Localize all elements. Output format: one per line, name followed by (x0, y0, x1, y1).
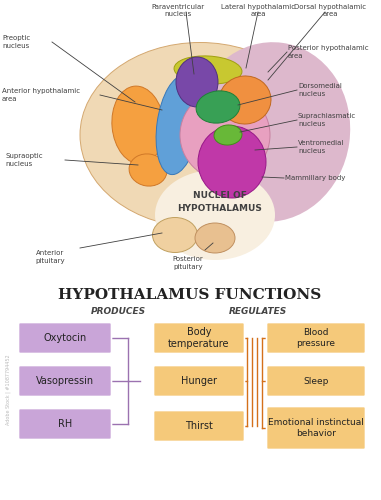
Text: Posterior hypothalamic
area: Posterior hypothalamic area (288, 46, 369, 59)
Ellipse shape (155, 170, 275, 260)
Text: Emotional instinctual
behavior: Emotional instinctual behavior (268, 418, 364, 438)
Ellipse shape (219, 76, 271, 124)
FancyBboxPatch shape (19, 408, 112, 440)
Text: HYPOTHALAMUS FUNCTIONS: HYPOTHALAMUS FUNCTIONS (58, 288, 322, 302)
Ellipse shape (198, 126, 266, 198)
Text: NUCLEI OF
HYPOTHALAMUS: NUCLEI OF HYPOTHALAMUS (178, 191, 263, 213)
FancyBboxPatch shape (19, 366, 112, 396)
Ellipse shape (174, 56, 242, 84)
Text: Body
temperature: Body temperature (168, 327, 230, 349)
Ellipse shape (112, 86, 164, 164)
Ellipse shape (214, 125, 242, 145)
FancyBboxPatch shape (266, 366, 365, 396)
Text: REGULATES: REGULATES (229, 308, 287, 316)
Ellipse shape (195, 223, 235, 253)
Text: Posterior
pituitary: Posterior pituitary (173, 256, 203, 270)
Text: Lateral hypothalamic
area: Lateral hypothalamic area (221, 4, 295, 18)
Text: Paraventricular
nucleus: Paraventricular nucleus (151, 4, 205, 18)
FancyBboxPatch shape (154, 366, 245, 396)
Ellipse shape (80, 42, 320, 228)
Text: Hunger: Hunger (181, 376, 217, 386)
Text: Blood
pressure: Blood pressure (296, 328, 336, 348)
Ellipse shape (180, 90, 270, 180)
Text: Oxytocin: Oxytocin (43, 333, 86, 343)
Text: Anterior
pituitary: Anterior pituitary (35, 250, 65, 264)
Ellipse shape (176, 57, 218, 107)
Ellipse shape (190, 42, 350, 222)
FancyBboxPatch shape (19, 322, 112, 354)
Text: Vasopressin: Vasopressin (36, 376, 94, 386)
Ellipse shape (129, 154, 167, 186)
Text: Dorsomedial
nucleus: Dorsomedial nucleus (298, 83, 342, 97)
Text: Mammillary body: Mammillary body (285, 175, 345, 181)
Text: Suprachiasmatic
nucleus: Suprachiasmatic nucleus (298, 114, 356, 126)
Text: RH: RH (58, 419, 72, 429)
Text: PRODUCES: PRODUCES (90, 308, 146, 316)
Ellipse shape (156, 76, 200, 174)
Text: Preoptic
nucleus: Preoptic nucleus (2, 35, 30, 49)
FancyBboxPatch shape (266, 322, 365, 354)
Ellipse shape (196, 91, 240, 123)
FancyBboxPatch shape (154, 322, 245, 354)
Text: Adobe Stock | #1087794452: Adobe Stock | #1087794452 (5, 354, 11, 426)
Text: Anterior hypothalamic
area: Anterior hypothalamic area (2, 88, 80, 102)
Text: Supraoptic
nucleus: Supraoptic nucleus (5, 153, 43, 167)
Text: Ventromedial
nucleus: Ventromedial nucleus (298, 140, 344, 154)
Text: Sleep: Sleep (303, 376, 329, 386)
Text: Dorsal hypothalamic
area: Dorsal hypothalamic area (294, 4, 366, 18)
Ellipse shape (152, 218, 197, 252)
FancyBboxPatch shape (154, 410, 245, 442)
FancyBboxPatch shape (266, 406, 365, 450)
Text: Thirst: Thirst (185, 421, 213, 431)
